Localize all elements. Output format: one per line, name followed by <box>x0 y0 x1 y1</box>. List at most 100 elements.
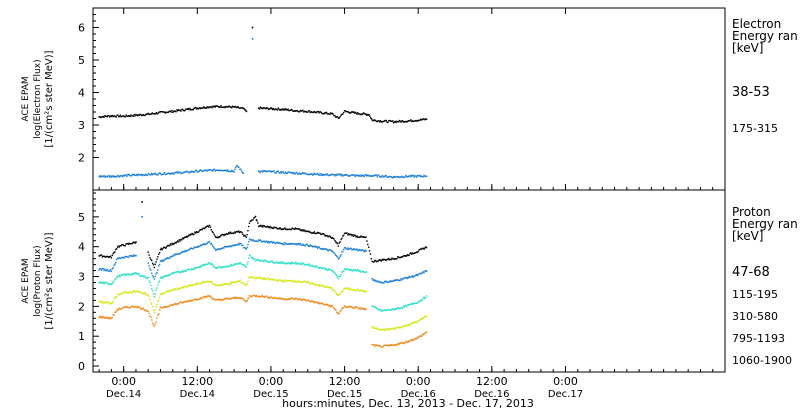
data-point <box>171 303 173 306</box>
data-point <box>230 245 232 248</box>
legend-title-line: Electron <box>732 17 781 31</box>
data-point <box>265 278 267 280</box>
data-point <box>390 343 392 346</box>
data-point <box>154 113 156 115</box>
data-point <box>133 113 136 116</box>
data-point <box>298 298 301 300</box>
data-point <box>140 173 143 176</box>
data-point <box>262 260 264 262</box>
data-point <box>271 107 273 110</box>
data-point <box>135 241 137 244</box>
data-point <box>347 247 349 249</box>
data-point <box>379 176 382 178</box>
data-point <box>298 111 300 113</box>
data-point <box>361 174 364 177</box>
data-point <box>283 279 285 281</box>
data-point <box>358 290 361 292</box>
data-point <box>243 247 245 249</box>
data-point <box>274 262 276 264</box>
data-point <box>335 241 338 244</box>
data-point <box>229 245 232 247</box>
data-point <box>299 281 302 283</box>
data-point <box>396 257 398 260</box>
data-point <box>392 258 394 260</box>
data-point <box>156 113 158 115</box>
data-point <box>173 172 176 174</box>
data-point <box>233 106 235 108</box>
data-point <box>216 248 219 250</box>
data-point <box>397 307 399 309</box>
data-point <box>152 324 155 326</box>
data-point <box>290 297 293 299</box>
data-point <box>382 259 384 261</box>
data-point <box>257 170 260 172</box>
data-point <box>166 111 168 113</box>
data-point <box>375 307 378 309</box>
data-point <box>153 112 155 115</box>
data-point <box>383 309 386 312</box>
legend-title-line: Energy ran <box>732 29 798 43</box>
data-point <box>339 241 341 243</box>
data-point <box>180 251 182 254</box>
data-point <box>163 275 166 277</box>
data-point <box>172 289 175 292</box>
data-point <box>111 175 113 178</box>
data-point <box>103 316 105 319</box>
data-point <box>190 247 192 249</box>
data-point <box>208 295 211 297</box>
data-point <box>181 251 184 253</box>
data-point <box>246 300 248 302</box>
data-point <box>380 310 383 313</box>
data-point <box>222 298 224 301</box>
data-point <box>193 298 195 301</box>
data-point <box>104 114 106 117</box>
data-point <box>222 266 224 268</box>
data-point <box>123 274 126 276</box>
data-point <box>423 118 425 120</box>
data-point <box>233 263 236 265</box>
data-point <box>122 292 124 295</box>
data-point <box>376 120 378 123</box>
data-point <box>343 110 346 112</box>
data-point <box>128 255 131 257</box>
data-point <box>266 170 268 172</box>
data-point <box>154 263 156 265</box>
electron-plot-frame <box>92 7 726 191</box>
data-point <box>99 281 101 283</box>
data-point <box>344 268 347 271</box>
data-point <box>271 227 274 230</box>
data-point <box>157 256 159 258</box>
data-point <box>350 306 352 308</box>
data-point <box>250 257 252 259</box>
data-point <box>197 108 199 110</box>
data-point <box>371 344 373 346</box>
data-point <box>276 170 279 172</box>
data-point <box>200 107 203 109</box>
data-point <box>402 121 405 123</box>
data-point <box>126 115 128 117</box>
data-point <box>307 230 310 233</box>
data-point <box>374 327 377 330</box>
data-point <box>115 296 117 298</box>
data-point <box>375 174 378 176</box>
data-point <box>152 276 155 278</box>
data-point <box>257 295 259 298</box>
data-point <box>290 172 293 174</box>
data-point <box>130 174 132 177</box>
data-point <box>255 294 258 297</box>
data-point <box>356 289 358 291</box>
data-point <box>233 171 235 173</box>
data-point <box>313 172 316 174</box>
data-point <box>298 243 301 246</box>
data-point <box>135 291 137 293</box>
data-point <box>295 262 298 264</box>
data-point <box>375 280 378 283</box>
data-point <box>410 323 412 326</box>
data-point <box>257 225 260 228</box>
data-point <box>188 109 190 111</box>
data-point <box>342 270 344 273</box>
data-point <box>176 253 178 256</box>
data-point <box>229 281 232 284</box>
data-point <box>399 326 401 328</box>
data-point <box>280 298 282 300</box>
